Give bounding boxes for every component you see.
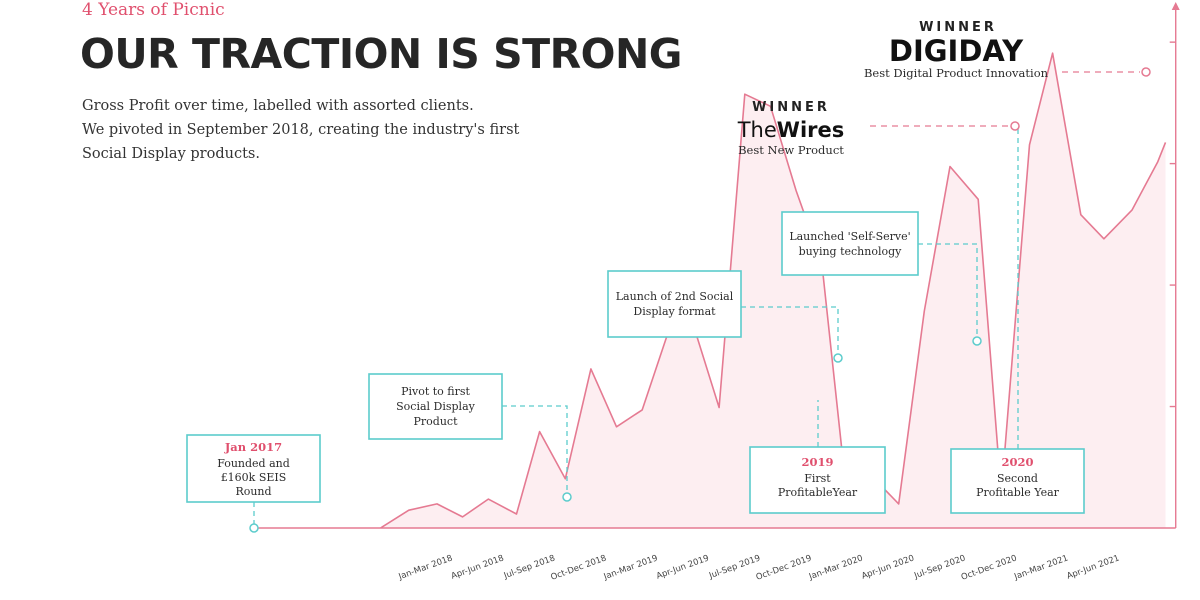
annotation-text: Founded and [217, 457, 290, 470]
y-axis-arrow [1171, 2, 1180, 10]
x-tick-label: Apr-Jun 2019 [655, 553, 710, 581]
annotation-marker [833, 353, 843, 363]
annotation-box [607, 270, 742, 338]
annotation-text: buying technology [799, 245, 903, 258]
x-tick-label: Oct-Dec 2018 [549, 553, 607, 582]
award-subtitle: Best Digital Product Innovation [864, 66, 1049, 80]
x-tick-label: Apr-Jun 2018 [450, 553, 505, 581]
annotation-text: Launched 'Self-Serve' [789, 230, 910, 243]
annotation-leader [741, 306, 839, 358]
x-tick-label: Oct-Dec 2019 [755, 553, 813, 582]
annotation-leader [502, 405, 568, 497]
series-area [380, 53, 1166, 528]
digiday-logo: DIGIDAY [889, 34, 1024, 68]
annotation-title: Jan 2017 [224, 440, 282, 454]
annotation-box [749, 446, 886, 514]
x-tick-label: Apr-Jun 2021 [1066, 553, 1121, 581]
annotation-leader [918, 243, 978, 341]
x-tick-label: Jan-Mar 2019 [602, 553, 659, 582]
description-line: Gross Profit over time, labelled with as… [82, 98, 474, 114]
description-line: We pivoted in September 2018, creating t… [82, 122, 520, 138]
annotation-text: Profitable Year [976, 486, 1060, 499]
annotation-marker [249, 523, 259, 533]
x-tick-label: Jul-Sep 2020 [912, 553, 967, 581]
annotation-box [950, 448, 1085, 514]
x-tick-label: Jul-Sep 2018 [502, 553, 557, 581]
thewires-logo: TheWires [737, 118, 845, 142]
annotation-text: Pivot to first [401, 385, 470, 398]
series-line [380, 52, 1167, 529]
annotation-text: First [804, 472, 831, 485]
eyebrow-title: 4 Years of Picnic [82, 0, 225, 20]
annotation-text: Social Display [396, 400, 476, 413]
chart-description: Gross Profit over time, labelled with as… [82, 94, 552, 166]
page-title: OUR TRACTION IS STRONG [80, 30, 682, 78]
annotation-title: 2019 [801, 455, 833, 469]
thewires-logo-wires: Wires [777, 118, 844, 142]
annotation-box [186, 434, 321, 503]
description-line: Social Display products. [82, 146, 260, 162]
x-tick-label: Jan-Mar 2021 [1012, 553, 1069, 582]
award-marker [1010, 121, 1020, 131]
annotation-title: 2020 [1001, 455, 1033, 469]
annotation-box [368, 373, 503, 440]
x-tick-label: Oct-Dec 2020 [960, 553, 1018, 582]
award-marker [1141, 67, 1151, 77]
x-tick-label: Apr-Jun 2020 [860, 553, 915, 581]
award-subtitle: Best New Product [738, 143, 844, 157]
annotation-text: Launch of 2nd Social [616, 290, 734, 303]
annotation-text: Display format [633, 305, 716, 318]
annotation-marker [562, 492, 572, 502]
annotation-text: ProfitableYear [778, 486, 858, 499]
x-tick-label: Jan-Mar 2020 [807, 553, 864, 582]
x-tick-label: Jan-Mar 2018 [397, 553, 454, 582]
annotation-text: Product [414, 415, 459, 428]
annotation-box [781, 211, 919, 276]
award-winner-label: WINNER [752, 100, 830, 115]
annotation-text: Second [997, 472, 1038, 485]
annotation-marker [972, 336, 982, 346]
award-winner-label: WINNER [919, 20, 997, 35]
x-tick-label: Jul-Sep 2019 [707, 553, 762, 581]
annotation-text: Round [235, 485, 271, 498]
annotation-text: £160k SEIS [221, 471, 287, 484]
thewires-logo-the: The [737, 118, 777, 142]
